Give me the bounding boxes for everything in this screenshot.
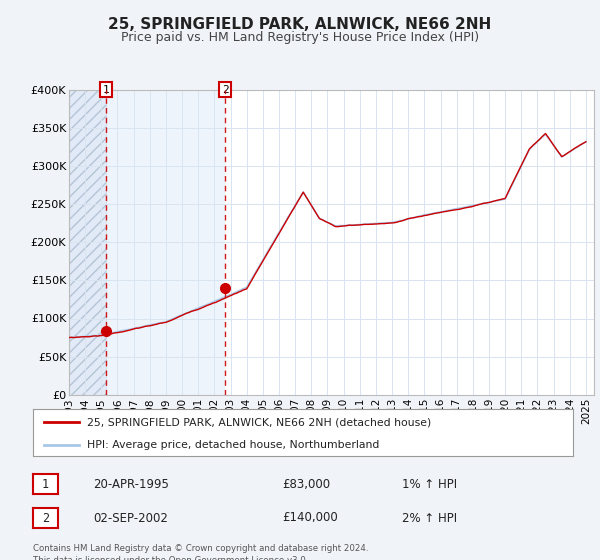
Text: 20-APR-1995: 20-APR-1995 xyxy=(93,478,169,491)
Bar xyxy=(69,90,106,395)
Bar xyxy=(69,90,106,395)
Text: 1: 1 xyxy=(42,478,49,491)
Text: 2: 2 xyxy=(42,511,49,525)
Text: HPI: Average price, detached house, Northumberland: HPI: Average price, detached house, Nort… xyxy=(87,440,379,450)
Text: 02-SEP-2002: 02-SEP-2002 xyxy=(93,511,168,525)
Bar xyxy=(106,90,225,395)
Text: Price paid vs. HM Land Registry's House Price Index (HPI): Price paid vs. HM Land Registry's House … xyxy=(121,31,479,44)
Text: 25, SPRINGFIELD PARK, ALNWICK, NE66 2NH: 25, SPRINGFIELD PARK, ALNWICK, NE66 2NH xyxy=(109,17,491,32)
Text: 2% ↑ HPI: 2% ↑ HPI xyxy=(402,511,457,525)
Text: £83,000: £83,000 xyxy=(282,478,330,491)
Text: £140,000: £140,000 xyxy=(282,511,338,525)
Text: 1: 1 xyxy=(103,85,110,95)
Text: 25, SPRINGFIELD PARK, ALNWICK, NE66 2NH (detached house): 25, SPRINGFIELD PARK, ALNWICK, NE66 2NH … xyxy=(87,417,431,427)
Text: 1% ↑ HPI: 1% ↑ HPI xyxy=(402,478,457,491)
Text: Contains HM Land Registry data © Crown copyright and database right 2024.
This d: Contains HM Land Registry data © Crown c… xyxy=(33,544,368,560)
Text: 2: 2 xyxy=(222,85,229,95)
